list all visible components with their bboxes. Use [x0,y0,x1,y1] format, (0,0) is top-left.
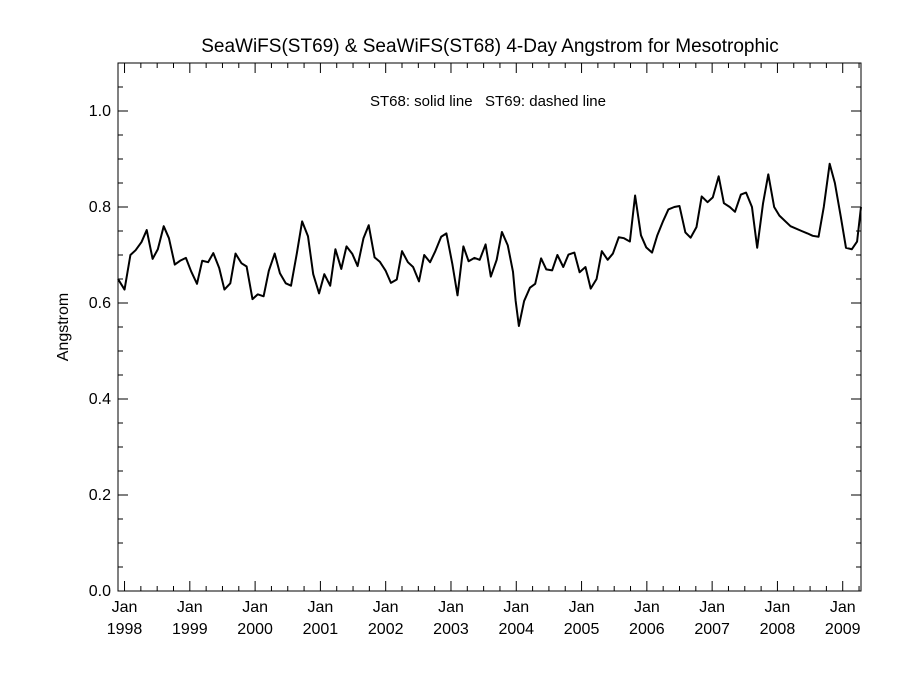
plot-frame [117,62,862,592]
x-tick-label-year: 2002 [368,621,404,638]
x-tick-label-month: Jan [177,599,203,616]
y-axis-label: Angstrom [55,293,72,361]
x-tick-label-year: 2001 [303,621,339,638]
x-tick-label-month: Jan [373,599,399,616]
x-tick-label-year: 2006 [629,621,665,638]
series-line-st68 [117,162,862,328]
x-tick-label-month: Jan [634,599,660,616]
y-tick-label: 0.6 [89,295,111,312]
y-tick-label: 0.0 [89,583,111,600]
x-tick-label-month: Jan [830,599,856,616]
x-tick-label-year: 2004 [498,621,534,638]
series-group [117,162,862,328]
x-tick-label-month: Jan [503,599,529,616]
x-tick-label-year: 2000 [237,621,273,638]
y-tick-label: 0.4 [89,391,111,408]
chart-title: SeaWiFS(ST69) & SeaWiFS(ST68) 4-Day Angs… [201,36,779,57]
x-tick-label-year: 2009 [825,621,861,638]
x-tick-label-month: Jan [699,599,725,616]
y-tick-label: 1.0 [89,103,111,120]
x-tick-label-year: 2008 [760,621,796,638]
x-tick-label-month: Jan [765,599,791,616]
x-tick-label-year: 2005 [564,621,600,638]
x-tick-label-month: Jan [569,599,595,616]
y-tick-label: 0.2 [89,487,111,504]
x-tick-label-month: Jan [438,599,464,616]
x-tick-label-year: 2007 [694,621,730,638]
x-tick-label-year: 1998 [107,621,143,638]
x-tick-label-month: Jan [308,599,334,616]
y-tick-label: 0.8 [89,199,111,216]
legend-annotation: ST68: solid line ST69: dashed line [370,93,606,110]
x-tick-label-year: 1999 [172,621,208,638]
x-tick-label-month: Jan [242,599,268,616]
axes-group: 0.0 0.2 0.4 0.6 0.8 1.0 Jan 1998 Jan 1999 Jan 2000 J… [89,63,861,638]
x-tick-label-month: Jan [112,599,138,616]
x-tick-label-year: 2003 [433,621,469,638]
